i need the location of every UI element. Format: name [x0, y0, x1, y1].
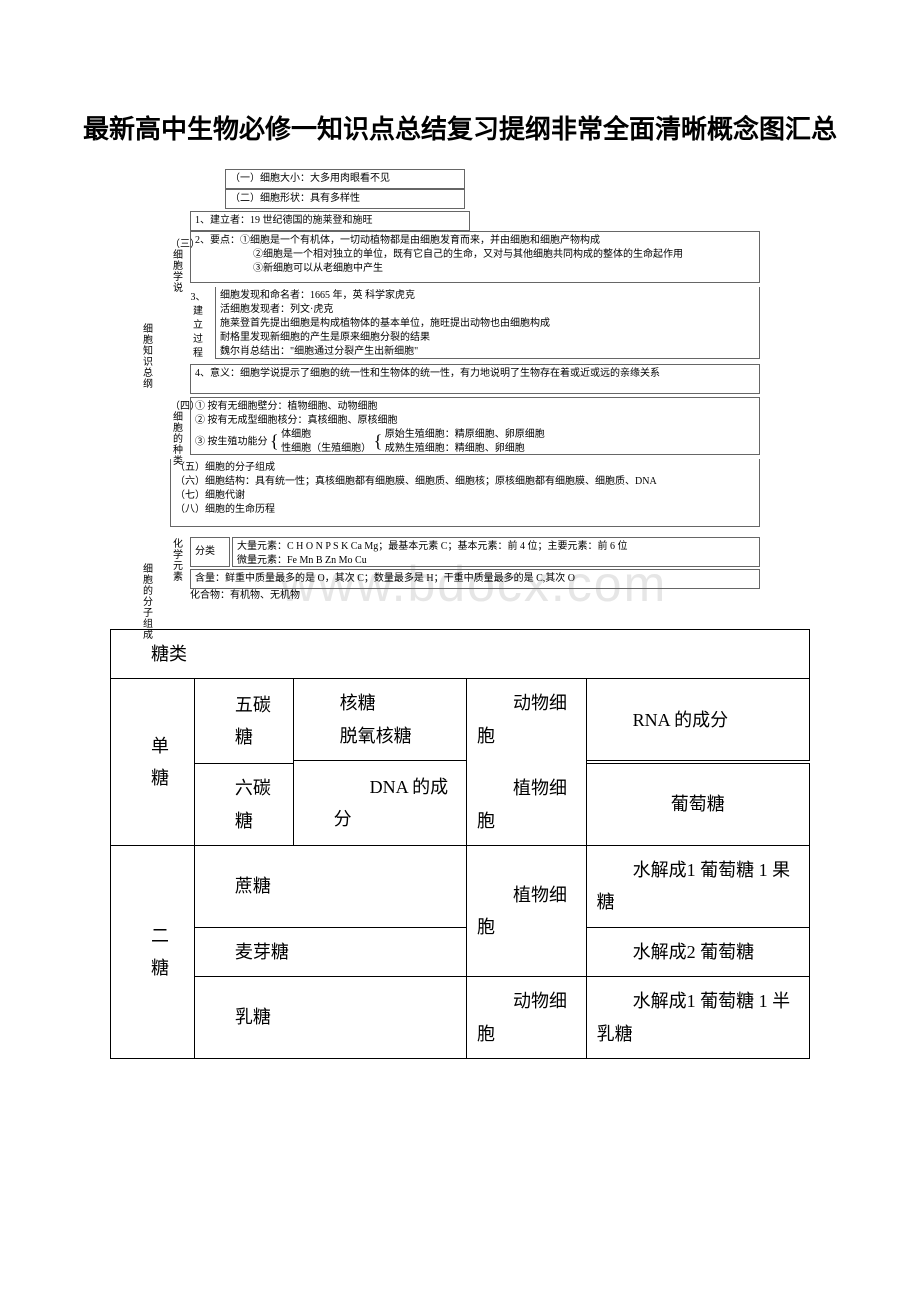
- weiliang: 微量元素：Fe Mn B Zn Mo Cu: [237, 555, 367, 566]
- cell-ertang: 二糖: [111, 845, 195, 1058]
- san-4: 4、意义：细胞学说提示了细胞的统一性和生物体的统一性，有力地说明了生物存在着或近…: [190, 364, 760, 394]
- si-1: ① 按有无细胞壁分：植物细胞、动物细胞: [195, 401, 378, 412]
- sec-5-8: （五）细胞的分子组成 （六）细胞结构：具有统一性；真核细胞都有细胞膜、细胞质、细…: [170, 459, 760, 527]
- san-3b: 活细胞发现者：列文·虎克: [220, 304, 333, 315]
- fenlei-box: 大量元素：C H O N P S K Ca Mg；最基本元素 C；基本元素：前 …: [232, 537, 760, 567]
- cell-wutang: 五碳糖: [194, 679, 293, 764]
- cell-shuijie3: 水解成1 葡萄糖 1 半乳糖: [586, 977, 809, 1059]
- cell-hetang-box: 核糖 脱氧核糖: [293, 679, 466, 761]
- section-3-label: （三）细胞学说: [170, 239, 186, 294]
- cell-rna: RNA 的成分: [586, 679, 809, 761]
- section-2: （二）细胞形状：具有多样性: [225, 189, 465, 209]
- cell-tuoyang: 脱氧核糖: [304, 720, 456, 752]
- concept-diagram: 细胞知识总纲 细胞的分子组成 （一）细胞大小：大多用肉眼看不见 （二）细胞形状：…: [140, 169, 780, 609]
- si-3b: 性细胞（生殖细胞）: [281, 443, 371, 454]
- si-3a: 体细胞: [281, 429, 311, 440]
- cell-dantang: 单糖: [111, 679, 195, 846]
- huaxue-label: 化学元素: [170, 539, 186, 583]
- diagram-left-label-2: 细胞的分子组成: [140, 564, 156, 641]
- cell-zhetang: 蔗糖: [194, 845, 466, 927]
- cell-putao: 葡萄糖: [586, 764, 809, 846]
- san-3-box: 细胞发现和命名者：1665 年，英 科学家虎克 活细胞发现者：列文·虎克 施莱登…: [215, 287, 760, 359]
- sec-8: （八）细胞的生命历程: [175, 504, 275, 515]
- cell-liutang: 六碳糖: [194, 764, 293, 846]
- san-3d: 耐格里发现新细胞的产生是原来细胞分裂的结果: [220, 332, 430, 343]
- san-2b-text: ②细胞是一个相对独立的单位，既有它自己的生命，又对与其他细胞共同构成的整体的生命…: [195, 248, 683, 262]
- sugar-table: 糖类 单糖 五碳糖 核糖 脱氧核糖 动物细胞 植物细胞 RNA 的成分 DNA …: [110, 629, 810, 1059]
- cell-dongzhi: 动物细胞 植物细胞: [466, 679, 586, 846]
- sec-6: （六）细胞结构：具有统一性；真核细胞都有细胞膜、细胞质、细胞核；原核细胞都有细胞…: [175, 476, 657, 487]
- page-title: 最新高中生物必修一知识点总结复习提纲非常全面清晰概念图汇总: [60, 110, 860, 149]
- section-1: （一）细胞大小：大多用肉眼看不见: [225, 169, 465, 189]
- cell-maiya: 麦芽糖: [194, 927, 466, 976]
- cell-shuijie1: 水解成1 葡萄糖 1 果糖: [586, 845, 809, 927]
- san-2-text: 2、要点：①细胞是一个有机体，一切动植物都是由细胞发育而来，并由细胞和细胞产物构…: [195, 235, 600, 246]
- cell-rutang: 乳糖: [194, 977, 466, 1059]
- sugar-header: 糖类: [111, 630, 810, 679]
- si-box: ① 按有无细胞壁分：植物细胞、动物细胞 ② 按有无成型细胞核分：真核细胞、原核细…: [190, 397, 760, 455]
- sec-7: （七）细胞代谢: [175, 490, 245, 501]
- sec-5: （五）细胞的分子组成: [175, 462, 275, 473]
- huahewu: 化合物：有机物、无机物: [190, 589, 300, 603]
- san-3a: 细胞发现和命名者：1665 年，英 科学家虎克: [220, 290, 415, 301]
- si-3c: 原始生殖细胞：精原细胞、卵原细胞: [385, 429, 545, 440]
- cell-zhiwu: 植物细胞: [477, 772, 576, 837]
- san-3e: 魏尔肖总结出："细胞通过分裂产生出新细胞": [220, 346, 418, 357]
- fenlei-label: 分类: [190, 537, 230, 567]
- cell-dna: DNA 的成分: [293, 761, 466, 846]
- daliang: 大量元素：C H O N P S K Ca Mg；最基本元素 C；基本元素：前 …: [237, 541, 627, 552]
- si-2: ② 按有无成型细胞核分：真核细胞、原核细胞: [195, 415, 398, 426]
- hanliang: 含量：鲜重中质量最多的是 O，其次 C；数量最多是 H；干重中质量最多的是 C,…: [190, 569, 760, 589]
- diagram-left-label-1: 细胞知识总纲: [140, 324, 156, 390]
- san-1: 1、建立者：19 世纪德国的施莱登和施旺: [190, 211, 470, 231]
- cell-hetang: 核糖: [304, 687, 456, 719]
- cell-dongwu: 动物细胞: [477, 687, 576, 752]
- cell-zhiwu2: 植物细胞: [466, 845, 586, 976]
- section-4-label: （四）细胞的种类: [170, 401, 186, 467]
- si-3: ③ 按生殖功能分: [195, 436, 268, 447]
- san-3-label: 3、建立过程: [190, 291, 206, 361]
- si-3d: 成熟生殖细胞：精细胞、卵细胞: [385, 443, 525, 454]
- san-2c-text: ③新细胞可以从老细胞中产生: [195, 262, 383, 276]
- san-3c: 施莱登首先提出细胞是构成植物体的基本单位，施旺提出动物也由细胞构成: [220, 318, 550, 329]
- cell-shuijie2: 水解成2 葡萄糖: [586, 927, 809, 976]
- cell-dongwu2: 动物细胞: [466, 977, 586, 1059]
- san-2-box: 2、要点：①细胞是一个有机体，一切动植物都是由细胞发育而来，并由细胞和细胞产物构…: [190, 231, 760, 283]
